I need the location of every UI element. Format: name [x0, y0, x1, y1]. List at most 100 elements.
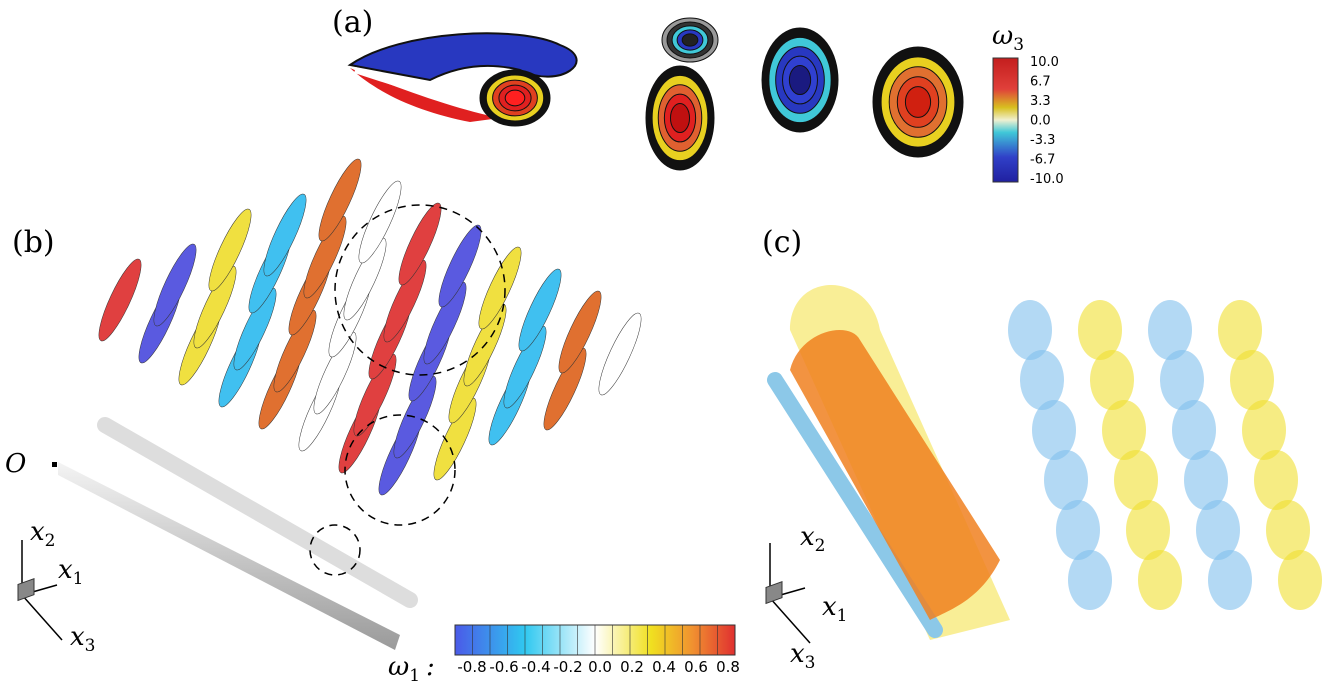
symbol: x	[58, 555, 73, 585]
separator: :	[426, 652, 435, 681]
highlight-circle	[334, 204, 506, 376]
core	[790, 330, 1000, 620]
axis-line	[21, 594, 63, 641]
vortex-blob	[1196, 500, 1240, 560]
symbol: ω	[992, 21, 1013, 51]
vortex-blob	[1068, 550, 1112, 610]
vortex-blob	[1230, 350, 1274, 410]
axis-label: x1	[822, 592, 848, 626]
subscript: 1	[73, 569, 84, 589]
colorbar-tick-label: -0.2	[553, 658, 582, 676]
vortex-tube	[433, 397, 477, 481]
axis-label: x1	[58, 555, 84, 589]
axis-label: x3	[790, 639, 816, 673]
vortex-tube	[558, 290, 602, 374]
isosurfaces	[58, 158, 642, 650]
vortex-tube	[438, 224, 482, 308]
vortex-tube	[303, 215, 347, 299]
vortex-tube	[543, 347, 587, 431]
vortex-tube	[233, 287, 277, 371]
vortex-blob	[1148, 300, 1192, 360]
vortex-blob	[1266, 500, 1310, 560]
axis-cube	[765, 580, 783, 605]
vortex-tube	[193, 265, 237, 349]
colorbar-tick-label: 0.8	[716, 658, 740, 676]
subscript: 2	[815, 536, 826, 556]
vortex-tube	[598, 312, 642, 396]
subscript: 2	[45, 531, 56, 551]
symbol: x	[790, 639, 805, 669]
shear-layer	[350, 68, 500, 122]
colorbar-tick-label: -6.7	[1030, 153, 1055, 168]
colorbar-tick-label: 6.7	[1030, 75, 1051, 90]
vortex-blob	[1090, 350, 1134, 410]
colorbar: ω1:	[388, 624, 736, 681]
vortex-blob	[1008, 300, 1052, 360]
airfoil	[354, 67, 491, 115]
symbol: x	[822, 592, 837, 622]
colorbar-tick-label: 10.0	[1030, 55, 1059, 70]
vortex-blob	[1160, 350, 1204, 410]
colorbar-title: ω3	[992, 21, 1024, 55]
vortex-tube	[358, 180, 402, 264]
vortex-tube	[353, 353, 397, 437]
vortex-contour	[504, 89, 526, 107]
vortex-blob	[1172, 400, 1216, 460]
vorticity-contours	[347, 17, 964, 171]
colorbar-tick-label: -0.6	[489, 658, 518, 676]
vortex-blob	[1044, 450, 1088, 510]
colorbar-tick-label: 0.4	[652, 658, 676, 676]
vortex-blob	[1056, 500, 1100, 560]
cylinder	[97, 417, 418, 608]
colorbar: ω3 10.0 6.7 3.3 0.0 -3.3 -6.7 -10.0	[992, 21, 1064, 187]
vortex-tube	[423, 281, 467, 365]
vortex-tube	[343, 237, 387, 321]
shear-layer	[347, 32, 578, 82]
vortex-tube	[398, 202, 442, 286]
vortex-contour	[904, 86, 932, 118]
vortex-blob	[1242, 400, 1286, 460]
colorbar-tick-label: -3.3	[1030, 133, 1055, 148]
colorbar-tick-label: 3.3	[1030, 94, 1051, 109]
colorbar-tick-label: 0.6	[684, 658, 708, 676]
vortex-contour	[669, 102, 691, 134]
highlight-circle	[309, 524, 361, 576]
vortex-blob	[1102, 400, 1146, 460]
colorbar-tick-label: -0.4	[521, 658, 550, 676]
plate	[767, 372, 943, 638]
panel-label: (a)	[332, 5, 373, 40]
vortex-tube	[313, 331, 357, 415]
vortex-tube	[383, 259, 427, 343]
subscript: 1	[837, 606, 848, 626]
vortex-blob	[1208, 550, 1252, 610]
vortex-tube	[153, 243, 197, 327]
symbol: x	[800, 522, 815, 552]
colorbar-tick-label: 0.2	[620, 658, 644, 676]
axis-cube	[17, 577, 35, 602]
vortex-tube	[263, 193, 307, 277]
panel-label: (b)	[12, 225, 55, 260]
vortex-tube	[518, 268, 562, 352]
colorbar-bar	[992, 57, 1019, 183]
symbol: x	[70, 622, 85, 652]
vortex-blob	[1218, 300, 1262, 360]
vortex-tube	[208, 208, 252, 292]
plate	[58, 462, 400, 650]
colorbar-tick-label: -0.8	[457, 658, 486, 676]
colorbar-tick-label: 0.0	[1030, 114, 1051, 129]
origin-label: O	[5, 449, 26, 479]
colorbar-title: ω1:	[388, 652, 435, 681]
vortex-tube	[478, 246, 522, 330]
subscript: 3	[805, 653, 816, 673]
axis-label: x2	[30, 517, 56, 551]
vortex-tube	[273, 309, 317, 393]
panel-label: (c)	[762, 225, 802, 260]
vortex-contour	[788, 64, 812, 96]
axis-label: x3	[70, 622, 96, 656]
vortex-blob	[1078, 300, 1122, 360]
symbol: ω	[388, 652, 409, 681]
vortex-blob	[1184, 450, 1228, 510]
